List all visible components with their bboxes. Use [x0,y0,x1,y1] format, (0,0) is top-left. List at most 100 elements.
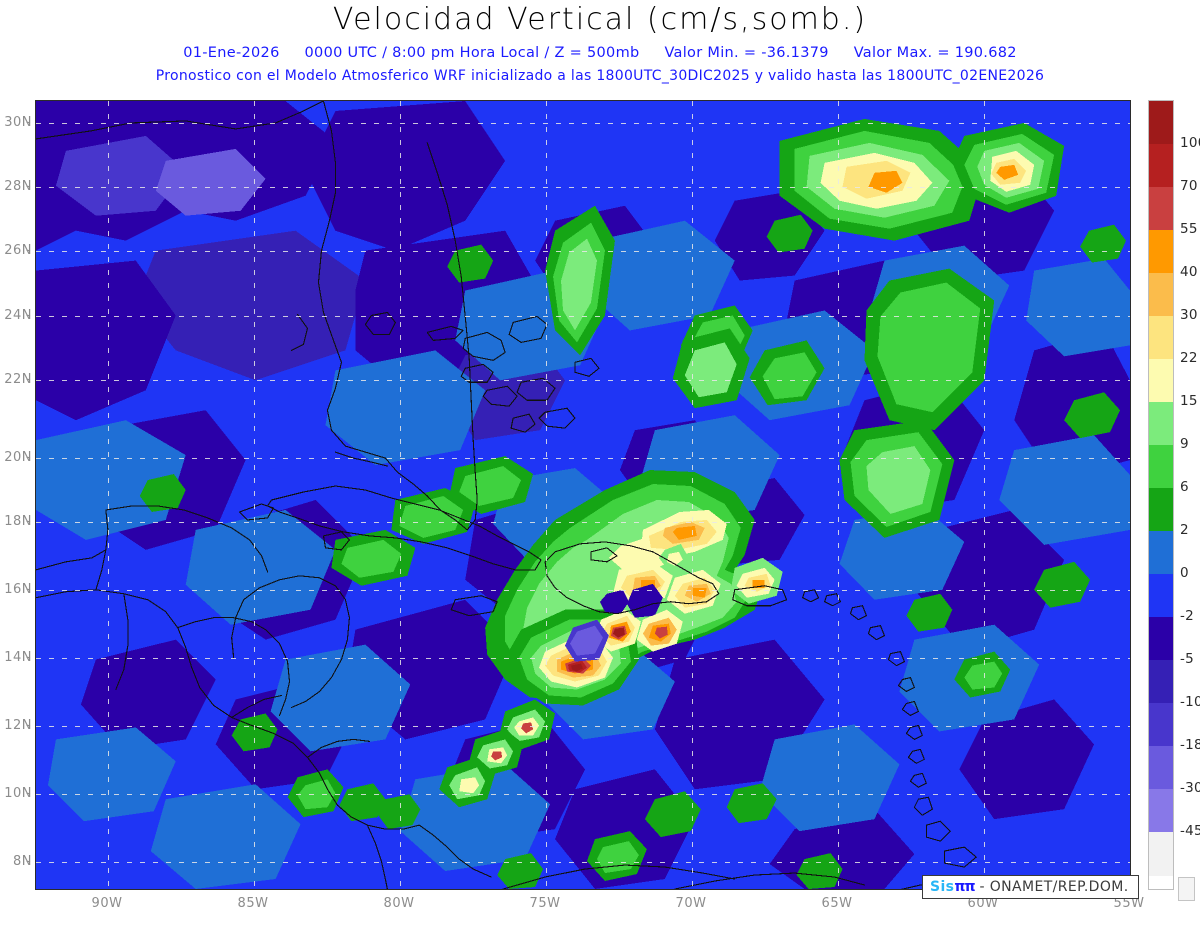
ytick-dash-16N: - [26,582,31,597]
xtick-85W: 85W [237,896,269,911]
colorbar-band-2-6 [1149,488,1173,531]
ytick-16N: 16N [4,582,32,597]
gridline-lon-75W [546,101,547,889]
ytick-dash-22N: - [26,372,31,387]
xtick-90W: 90W [91,896,123,911]
credit-sis-text: Sis [930,879,955,895]
gridline-lat-18N [36,522,1130,523]
vertical-velocity-field [36,101,1130,889]
colorbar-band-neg2-0 [1149,574,1173,617]
colorbar-label-100: 100 [1180,135,1200,151]
ytick-18N: 18N [4,514,32,529]
page-title: Velocidad Vertical (cm/s,somb.) [332,2,868,37]
ytick-26N: 26N [4,243,32,258]
colorbar-band-neg5-neg2 [1149,617,1173,660]
ytick-14N: 14N [4,650,32,665]
colorbar-band-70-100 [1149,144,1173,187]
gridline-lat-30N [36,123,1130,124]
colorbar-label-6: 6 [1180,479,1189,495]
colorbar-band-neg10-neg5 [1149,660,1173,703]
ytick-10N: 10N [4,786,32,801]
gridline-lat-16N [36,590,1130,591]
gridline-lon-65W [838,101,839,889]
ytick-dash-18N: - [26,514,31,529]
colorbar-band-0-2 [1149,531,1173,574]
xtick-55W: 55W [1113,896,1145,911]
colorbar-label-0: 0 [1180,565,1189,581]
corner-artifact [1178,877,1195,901]
colorbar-label-70: 70 [1180,178,1198,194]
colorbar-label-22: 22 [1180,350,1198,366]
value-min: Valor Min. = -36.1379 [664,45,829,61]
ytick-dash-24N: - [26,308,31,323]
ytick-dash-10N: - [26,786,31,801]
map-plot-area [35,100,1131,890]
gridline-lat-28N [36,187,1130,188]
gridline-lat-26N [36,251,1130,252]
gridline-lon-85W [254,101,255,889]
ytick-dash-20N: - [26,450,31,465]
colorbar-label-2: 2 [1180,522,1189,538]
subtitle-line-1: 01-Ene-2026 0000 UTC / 8:00 pm Hora Loca… [0,45,1200,61]
ytick-22N: 22N [4,372,32,387]
ytick-dash-26N: - [26,243,31,258]
colorbar-label-neg30: -30 [1180,780,1200,796]
ytick-dash-28N: - [26,179,31,194]
ytick-12N: 12N [4,718,32,733]
ytick-dash-30N: - [26,115,31,130]
gridline-lon-90W [108,101,109,889]
credit-badge: Sisππ - ONAMET/REP.DOM. [922,875,1139,899]
colorbar-band-40-55 [1149,230,1173,273]
gridline-lat-10N [36,794,1130,795]
gridline-lon-80W [400,101,401,889]
xtick-75W: 75W [529,896,561,911]
ytick-dash-12N: - [26,718,31,733]
colorbar-label-neg5: -5 [1180,651,1195,667]
colorbar-label-9: 9 [1180,436,1189,452]
ytick-24N: 24N [4,308,32,323]
gridline-lat-22N [36,380,1130,381]
colorbar-label-neg45: -45 [1180,823,1200,839]
subtitle-line-2: Pronostico con el Modelo Atmosferico WRF… [155,68,1045,84]
gridline-lat-14N [36,658,1130,659]
gridline-lat-12N [36,726,1130,727]
colorbar-label-40: 40 [1180,264,1198,280]
colorbar-label-55: 55 [1180,221,1198,237]
ytick-28N: 28N [4,179,32,194]
colorbar-band-6-9 [1149,445,1173,488]
colorbar-band-neg18-neg10 [1149,703,1173,746]
gridline-lat-20N [36,458,1130,459]
colorbar-band-55-70 [1149,187,1173,230]
colorbar-label-neg2: -2 [1180,608,1195,624]
forecast-date: 01-Ene-2026 [183,45,280,61]
colorbar-label-30: 30 [1180,307,1198,323]
credit-tt-text: ππ [954,879,975,895]
colorbar-label-neg18: -18 [1180,737,1200,753]
colorbar-band-neg30-neg18 [1149,746,1173,789]
gridline-lon-55W [1130,101,1131,889]
xtick-65W: 65W [821,896,853,911]
forecast-time-level: 0000 UTC / 8:00 pm Hora Local / Z = 500m… [304,45,640,61]
gridline-lon-60W [984,101,985,889]
colorbar [1148,100,1174,890]
xtick-60W: 60W [967,896,999,911]
gridline-lon-70W [692,101,693,889]
ytick-dash-8N: - [26,854,31,869]
colorbar-label-neg10: -10 [1180,694,1200,710]
colorbar-band-15-22 [1149,359,1173,402]
xtick-80W: 80W [383,896,415,911]
ytick-20N: 20N [4,450,32,465]
colorbar-band-ltneg45 [1149,832,1173,876]
colorbar-band-22-30 [1149,316,1173,359]
ytick-30N: 30N [4,115,32,130]
credit-org-text: - ONAMET/REP.DOM. [979,879,1129,895]
colorbar-band-gt100 [1149,101,1173,144]
colorbar-band-neg45-neg30 [1149,789,1173,832]
ytick-dash-14N: - [26,650,31,665]
colorbar-label-15: 15 [1180,393,1198,409]
colorbar-band-9-15 [1149,402,1173,445]
ytick-8N: 8N [13,854,32,869]
gridline-lat-8N [36,862,1130,863]
value-max: Valor Max. = 190.682 [853,45,1017,61]
colorbar-band-30-40 [1149,273,1173,316]
